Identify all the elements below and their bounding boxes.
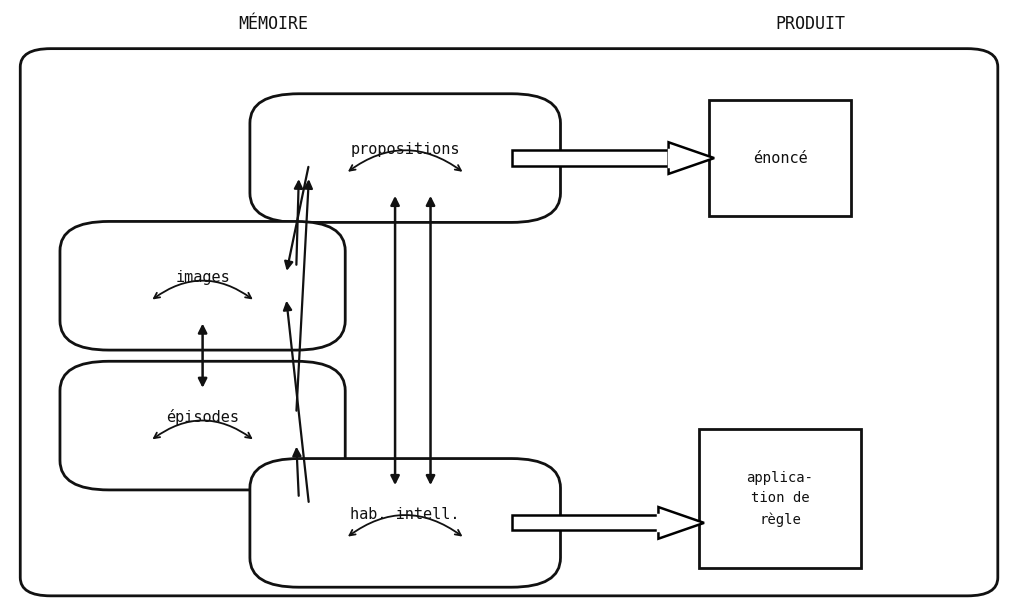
Polygon shape bbox=[658, 507, 704, 539]
Polygon shape bbox=[669, 142, 714, 174]
Bar bbox=[512, 150, 669, 165]
FancyBboxPatch shape bbox=[60, 221, 345, 350]
Text: hab. intell.: hab. intell. bbox=[350, 507, 460, 522]
Text: PRODUIT: PRODUIT bbox=[775, 15, 846, 33]
Bar bbox=[512, 516, 658, 530]
Text: propositions: propositions bbox=[350, 142, 460, 157]
FancyBboxPatch shape bbox=[250, 94, 560, 223]
Text: énoncé: énoncé bbox=[753, 151, 807, 165]
FancyBboxPatch shape bbox=[60, 361, 345, 490]
Text: MÉMOIRE: MÉMOIRE bbox=[238, 15, 309, 33]
FancyBboxPatch shape bbox=[250, 458, 560, 587]
FancyBboxPatch shape bbox=[709, 100, 851, 216]
FancyBboxPatch shape bbox=[699, 429, 861, 568]
Text: épisodes: épisodes bbox=[166, 409, 239, 425]
FancyBboxPatch shape bbox=[20, 49, 998, 596]
Text: images: images bbox=[175, 270, 230, 285]
Text: applica-
tion de
règle: applica- tion de règle bbox=[747, 471, 813, 527]
